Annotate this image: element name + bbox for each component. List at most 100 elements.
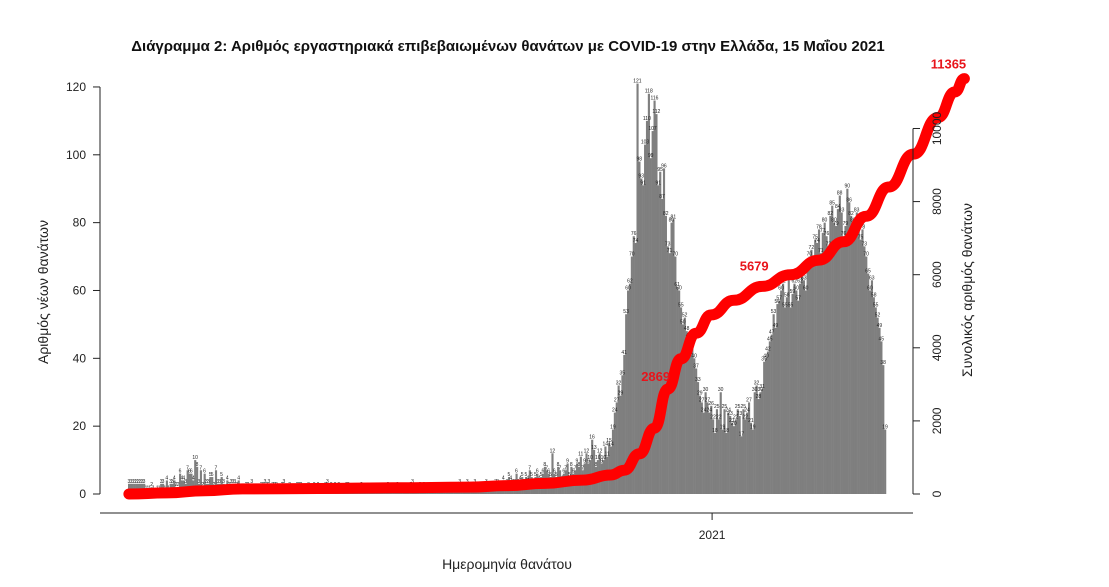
bar-value-label: 118 [645, 89, 653, 95]
bar-value-label: 27 [699, 397, 705, 403]
bar [715, 409, 719, 494]
bar-value-label: 80 [669, 218, 675, 224]
bar [591, 439, 594, 494]
bar [868, 290, 872, 494]
bar [851, 222, 855, 494]
bar-value-label: 47 [769, 330, 775, 336]
y2-tick-label: 2000 [930, 407, 944, 434]
bar-value-label: 6 [547, 469, 550, 475]
bar-value-label: 19 [750, 425, 756, 431]
bar [751, 429, 754, 494]
bar-value-label: 24 [744, 408, 750, 414]
bar [768, 341, 771, 494]
bar-value-label: 82 [827, 211, 833, 217]
bar-value-label: 53 [771, 309, 777, 315]
bar-value-label: 22 [716, 414, 722, 420]
bar-value-label: 60 [867, 285, 873, 291]
bar-value-label: 73 [826, 241, 832, 247]
bar-value-label: 2 [177, 482, 180, 488]
bar-value-label: 7 [545, 465, 548, 471]
bar [780, 290, 783, 494]
bar [645, 120, 649, 494]
bar-value-label: 4 [237, 475, 240, 481]
bar [636, 83, 639, 494]
bar-value-label: 18 [723, 428, 729, 434]
bar [625, 314, 628, 494]
cumulative-annotation: 11365 [931, 57, 966, 72]
bar-value-label: 22 [710, 414, 716, 420]
bar [717, 419, 720, 494]
bar-value-label: 29 [618, 391, 624, 397]
bar-value-label: 96 [661, 163, 667, 169]
bar-value-label: 9 [587, 458, 590, 464]
bar-value-label: 65 [865, 269, 871, 275]
bar [634, 242, 637, 494]
bar [759, 392, 762, 494]
bar [632, 236, 635, 494]
bar-value-label: 62 [792, 279, 798, 285]
bar-value-label: 70 [807, 252, 813, 258]
bar-value-label: 28 [756, 394, 762, 400]
bar [823, 222, 826, 494]
bar [623, 354, 626, 494]
bar-value-label: 7 [186, 465, 189, 471]
bar-value-label: 3 [197, 479, 200, 485]
bar [874, 307, 877, 494]
bar [776, 304, 779, 494]
bar [846, 188, 849, 494]
bar-value-label: 73 [861, 241, 867, 247]
bar-value-label: 77 [820, 228, 826, 234]
bar-value-label: 19 [720, 425, 726, 431]
bar [755, 385, 758, 494]
bar-value-label: 78 [860, 224, 866, 230]
y-axis-label: Αριθμός νέων θανάτων [35, 220, 51, 364]
bar-value-label: 3 [267, 479, 270, 485]
bar-value-label: 79 [843, 221, 849, 227]
chart-title: Διάγραμμα 2: Αριθμός εργαστηριακά επιβεβ… [131, 38, 884, 55]
y-tick-label: 0 [79, 487, 86, 501]
bar-value-label: 39 [761, 357, 767, 363]
bar [194, 460, 197, 494]
bar [179, 473, 182, 494]
bar [642, 185, 645, 494]
bar-value-label: 90 [844, 184, 850, 190]
bar [778, 300, 781, 494]
bar-value-label: 75 [858, 235, 864, 241]
y-tick-label: 100 [66, 148, 86, 162]
bar [723, 409, 726, 494]
bar-value-label: 13 [591, 445, 597, 451]
bar [766, 351, 770, 494]
bar-value-label: 82 [848, 211, 854, 217]
bar [651, 131, 654, 494]
bar [833, 222, 836, 494]
bar-value-label: 98 [637, 157, 643, 163]
bar-value-label: 58 [871, 292, 877, 298]
bar-value-label: 2 [150, 482, 153, 488]
bar-value-label: 76 [841, 231, 847, 237]
bar [791, 293, 794, 494]
bar [615, 402, 618, 494]
bar-value-label: 63 [869, 275, 875, 281]
bar-value-label: 62 [797, 279, 803, 285]
bar-value-label: 8 [557, 462, 560, 468]
bar-value-label: 5 [530, 472, 533, 478]
bar-value-label: 25 [714, 404, 720, 410]
bar-value-label: 7 [199, 465, 202, 471]
bar-value-label: 15 [606, 438, 612, 444]
bar [812, 263, 815, 494]
bar-value-label: 4 [182, 475, 185, 481]
bar [498, 490, 501, 494]
bar [712, 419, 715, 494]
bar [844, 226, 847, 494]
bar [753, 392, 756, 494]
bar-value-label: 8 [594, 462, 597, 468]
bar [664, 215, 667, 495]
bar [797, 300, 800, 494]
bar [744, 419, 747, 494]
bar-value-label: 3 [169, 479, 172, 485]
bar-value-label: 70 [863, 252, 869, 258]
y2-tick-label: 4000 [930, 334, 944, 361]
bar [706, 402, 709, 494]
bar-value-label: 3 [218, 479, 221, 485]
bar-value-label: 7 [574, 465, 577, 471]
